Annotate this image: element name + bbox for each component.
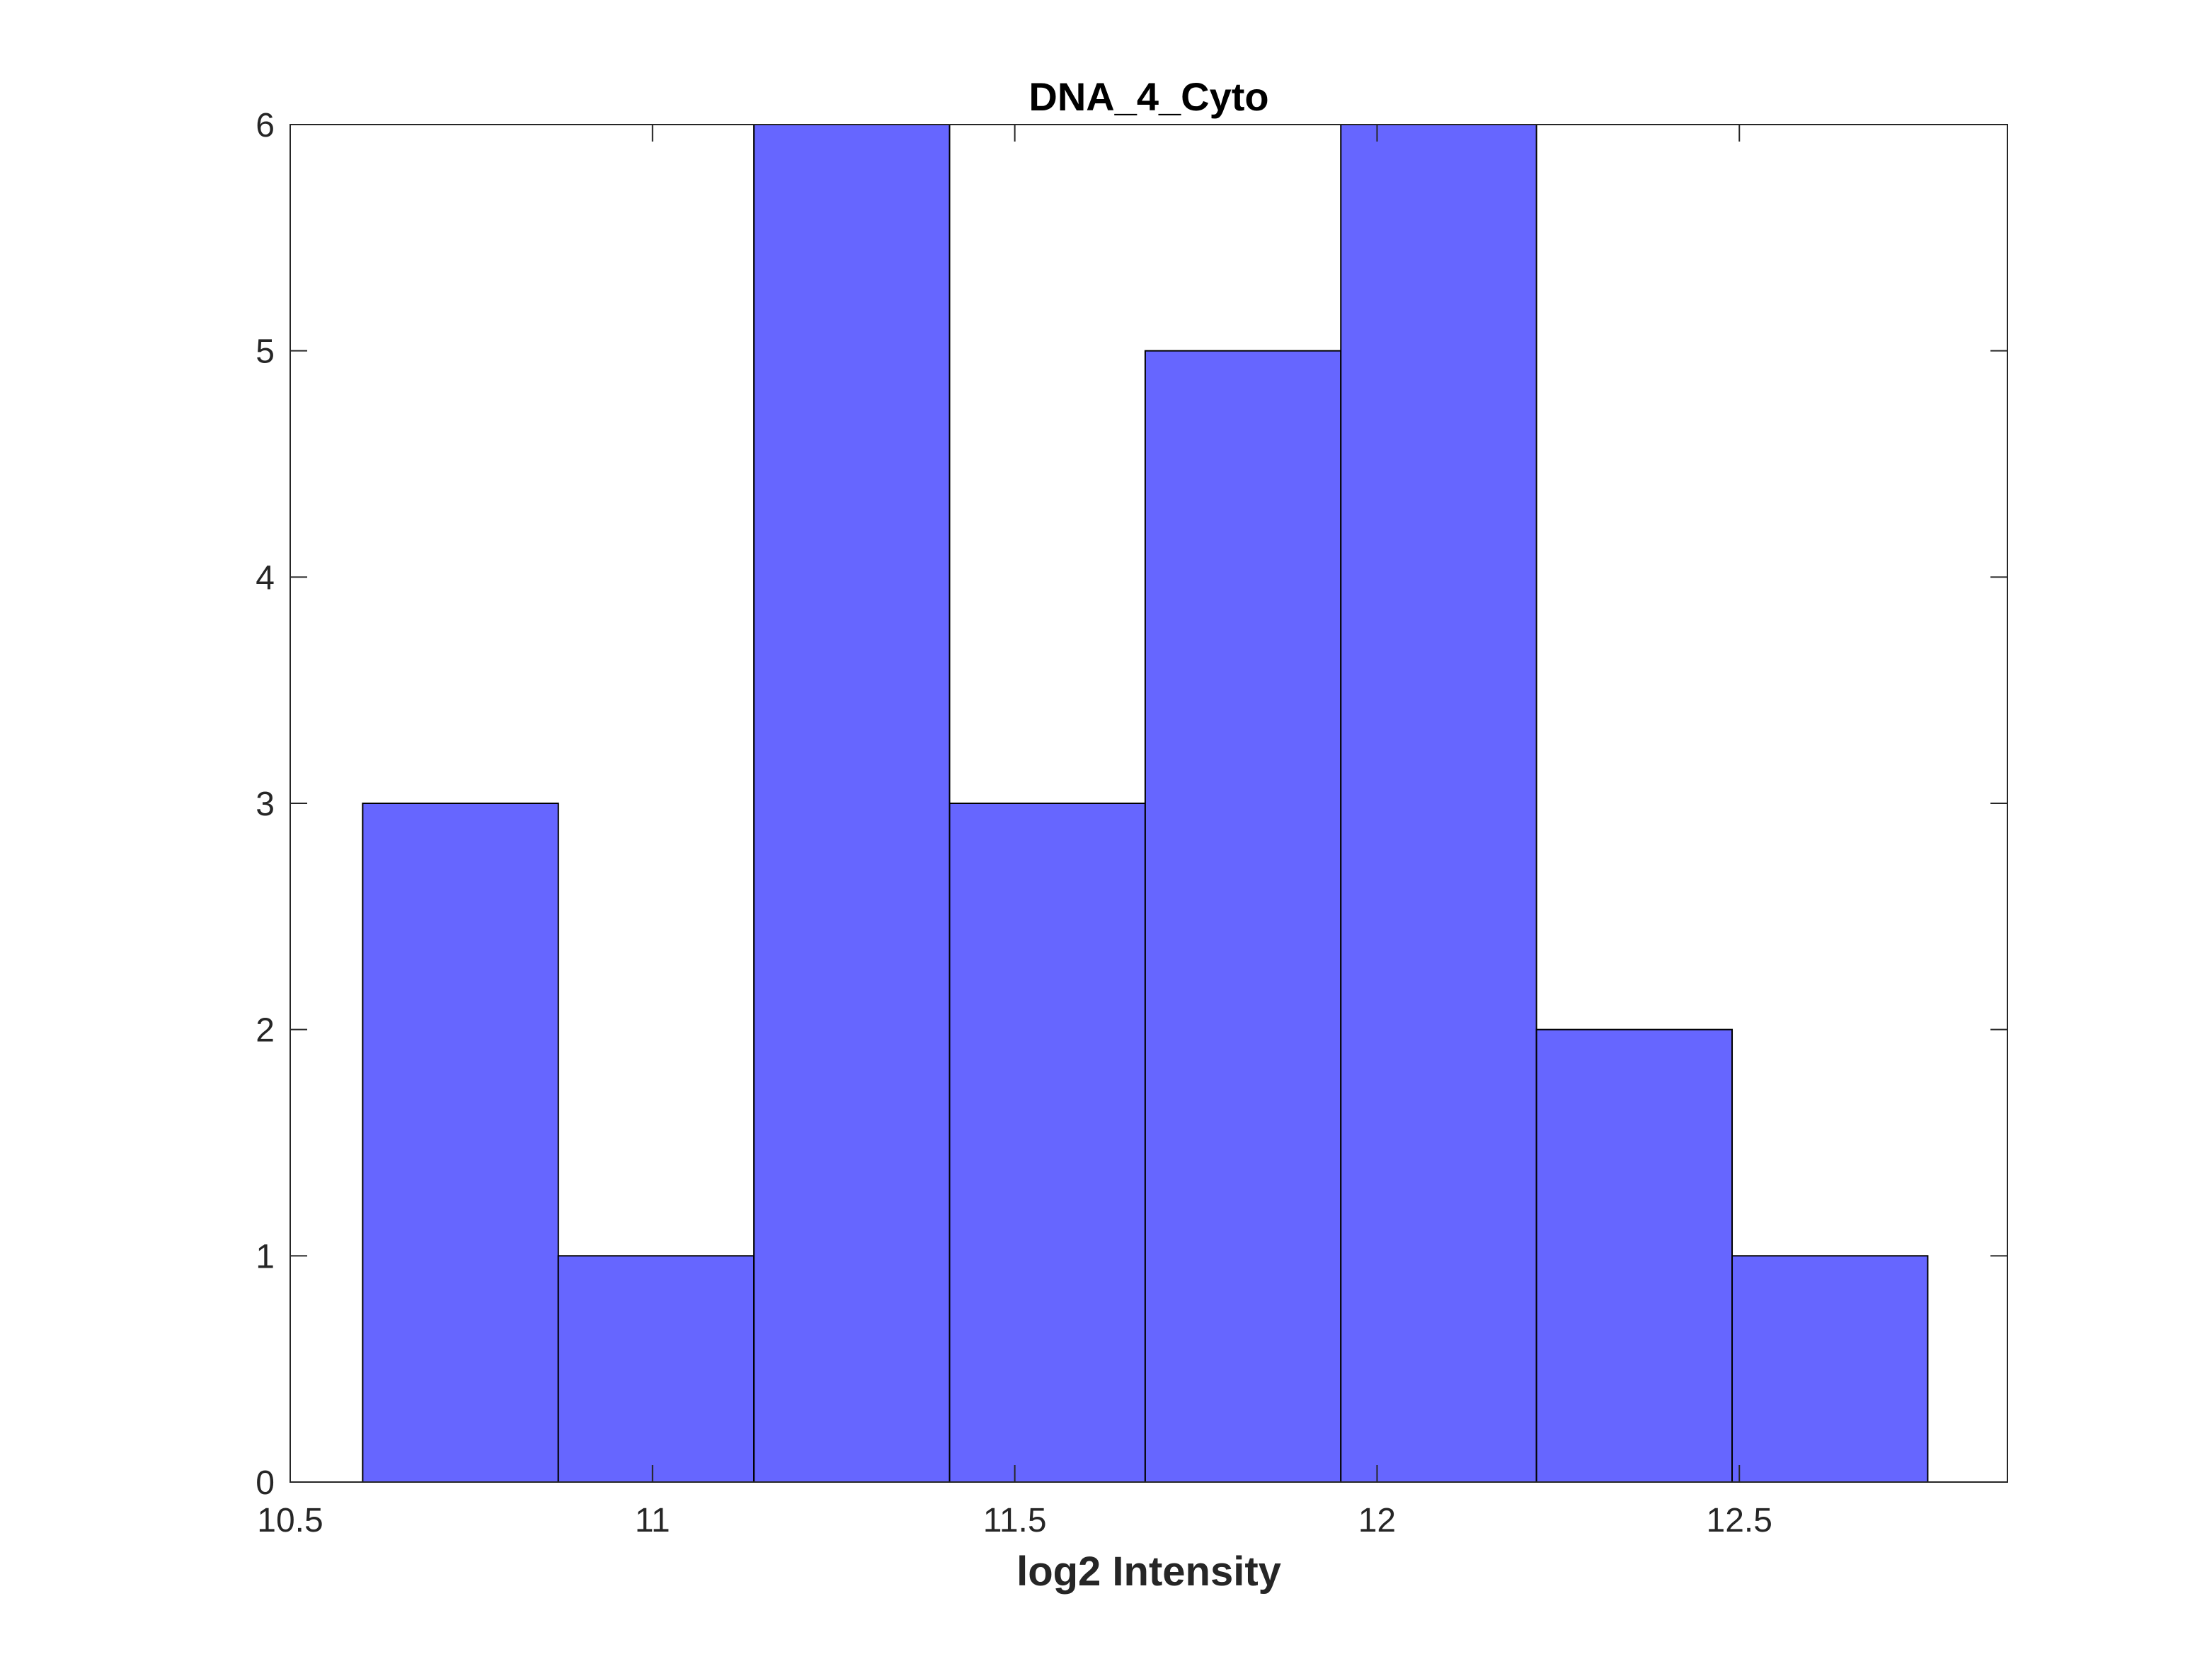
histogram-bar: [753, 124, 951, 1483]
histogram-bar: [1535, 1028, 1734, 1483]
histogram-bar: [557, 1255, 755, 1483]
y-tick-label: 3: [256, 786, 275, 823]
x-tick-label: 12.5: [1707, 1502, 1772, 1539]
histogram-bar: [1144, 350, 1342, 1483]
y-tick-label: 1: [256, 1238, 275, 1275]
x-tick-label: 12: [1358, 1502, 1396, 1539]
histogram-bar: [362, 803, 559, 1483]
histogram-bar: [1731, 1255, 1929, 1483]
x-tick-label: 10.5: [257, 1502, 323, 1539]
y-tick-label: 4: [256, 559, 275, 597]
histogram-bar: [949, 803, 1146, 1483]
y-tick-label: 5: [256, 333, 275, 371]
y-tick-label: 0: [256, 1464, 275, 1502]
x-axis-label: log2 Intensity: [1016, 1549, 1281, 1595]
bars-group: [362, 124, 1929, 1483]
chart-title: DNA_4_Cyto: [1028, 74, 1268, 119]
y-tick-label: 6: [256, 107, 275, 144]
y-tick-label: 2: [256, 1012, 275, 1050]
x-tick-label: 11.5: [983, 1502, 1047, 1539]
histogram-bar: [1340, 124, 1537, 1483]
x-tick-label: 11: [635, 1502, 670, 1539]
